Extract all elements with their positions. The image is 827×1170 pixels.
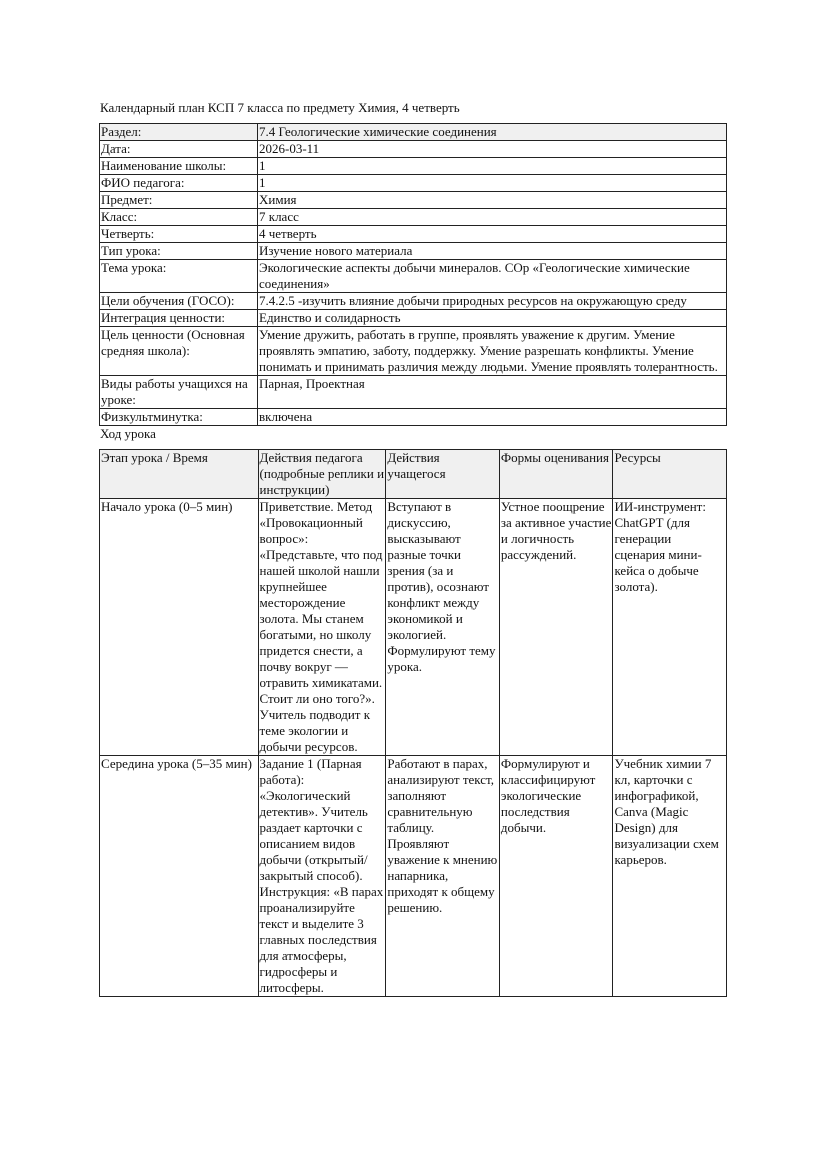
info-row: Цели обучения (ГОСО): 7.4.2.5 -изучить вл… — [99, 292, 727, 310]
info-row: Физкультминутка: включена — [99, 408, 727, 426]
table-cell: Задание 1 (Парная работа): «Экологически… — [257, 755, 387, 997]
table-cell: Устное поощрение за активное участие и л… — [498, 498, 614, 756]
info-label: Четверть: — [99, 225, 258, 243]
info-value: Химия — [257, 191, 727, 209]
info-value: Умение дружить, работать в группе, прояв… — [257, 326, 727, 376]
info-row: Раздел: 7.4 Геологические химические соед… — [99, 123, 727, 141]
info-label: Класс: — [99, 208, 258, 226]
table-cell: Середина урока (5–35 мин) — [99, 755, 259, 997]
info-label: Физкультминутка: — [99, 408, 258, 426]
table-row: Середина урока (5–35 мин) Задание 1 (Парн… — [99, 755, 727, 997]
table-cell: Учебник химии 7 кл, карточки с инфографи… — [612, 755, 727, 997]
column-header: Этап урока / Время — [99, 449, 259, 499]
info-label: Раздел: — [99, 123, 258, 141]
table-cell: Приветствие. Метод «Провокационный вопро… — [257, 498, 387, 756]
info-value: Парная, Проектная — [257, 375, 727, 409]
info-row: Виды работы учащихся на уроке: Парная, Пр… — [99, 375, 727, 409]
table-row: Начало урока (0–5 мин) Приветствие. Метод… — [99, 498, 727, 756]
lesson-progress-heading: Ход урока — [100, 426, 156, 441]
info-row: Тема урока: Экологические аспекты добычи … — [99, 259, 727, 293]
info-value: Изучение нового материала — [257, 242, 727, 260]
info-value: включена — [257, 408, 727, 426]
info-value: 1 — [257, 174, 727, 192]
column-header: Действия педагога (подробные реплики и и… — [257, 449, 387, 499]
info-value: Экологические аспекты добычи минералов. … — [257, 259, 727, 293]
info-label: Тип урока: — [99, 242, 258, 260]
info-label: ФИО педагога: — [99, 174, 258, 192]
info-label: Предмет: — [99, 191, 258, 209]
info-label: Цель ценности (Основная средняя школа): — [99, 326, 258, 376]
info-label: Тема урока: — [99, 259, 258, 293]
info-row: Наименование школы: 1 — [99, 157, 727, 175]
info-label: Дата: — [99, 140, 258, 158]
info-row: Цель ценности (Основная средняя школа): У… — [99, 326, 727, 376]
info-label: Интеграция ценности: — [99, 309, 258, 327]
table-cell: ИИ-инструмент: ChatGPT (для генерации сц… — [612, 498, 727, 756]
info-value: 4 четверть — [257, 225, 727, 243]
column-header: Ресурсы — [612, 449, 727, 499]
info-value: 7 класс — [257, 208, 727, 226]
info-value: 7.4.2.5 -изучить влияние добычи природны… — [257, 292, 727, 310]
info-row: ФИО педагога: 1 — [99, 174, 727, 192]
info-label: Цели обучения (ГОСО): — [99, 292, 258, 310]
table-cell: Формулируют и классифицируют экологическ… — [498, 755, 614, 997]
info-row: Интеграция ценности: Единство и солидарно… — [99, 309, 727, 327]
info-row: Четверть: 4 четверть — [99, 225, 727, 243]
column-header: Формы оценивания — [498, 449, 614, 499]
table-cell: Работают в парах, анализируют текст, зап… — [385, 755, 500, 997]
column-header: Действия учащегося — [385, 449, 500, 499]
table-cell: Вступают в дискуссию, высказывают разные… — [385, 498, 500, 756]
header-row: Этап урока / Время Действия педагога (под… — [99, 449, 727, 499]
lesson-flow-table: Этап урока / Время Действия педагога (под… — [99, 449, 727, 997]
info-row: Тип урока: Изучение нового материала — [99, 242, 727, 260]
info-value: Единство и солидарность — [257, 309, 727, 327]
document-title: Календарный план КСП 7 класса по предмет… — [100, 100, 460, 115]
info-value: 2026-03-11 — [257, 140, 727, 158]
info-value: 1 — [257, 157, 727, 175]
info-row: Дата: 2026-03-11 — [99, 140, 727, 158]
info-value: 7.4 Геологические химические соединения — [257, 123, 727, 141]
table-cell: Начало урока (0–5 мин) — [99, 498, 259, 756]
info-row: Класс: 7 класс — [99, 208, 727, 226]
info-label: Виды работы учащихся на уроке: — [99, 375, 258, 409]
info-row: Предмет: Химия — [99, 191, 727, 209]
lesson-info-table: Раздел: 7.4 Геологические химические соед… — [99, 123, 727, 426]
info-label: Наименование школы: — [99, 157, 258, 175]
